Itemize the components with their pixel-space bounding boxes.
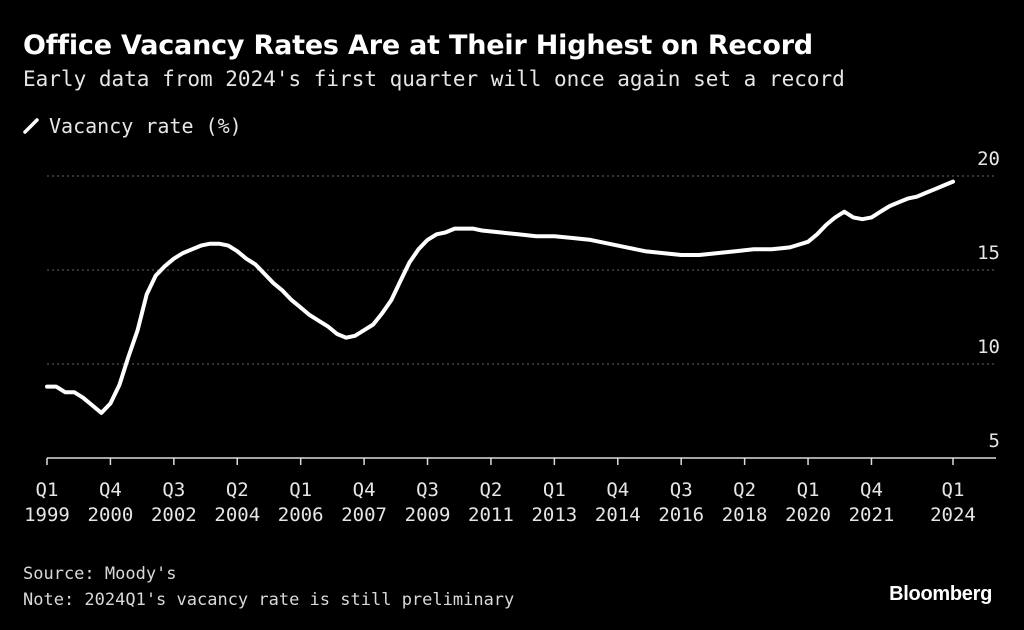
x-tick-quarter-label: Q2 xyxy=(479,479,502,501)
x-axis: Q1 1999 Q4 2000 Q3 2002 Q2 2004 Q1 2006 Q4 2007 Q3 20… xyxy=(24,457,996,526)
x-tick-year-label: 2020 xyxy=(785,504,831,526)
x-tick-quarter-label: Q3 xyxy=(162,479,185,501)
x-tick-year-label: 2011 xyxy=(468,504,514,526)
x-tick-year-label: 2009 xyxy=(405,504,451,526)
x-tick-quarter-label: Q4 xyxy=(606,479,629,501)
x-tick-year-label: 2000 xyxy=(88,504,134,526)
x-tick-year-label: 2021 xyxy=(849,504,895,526)
series-line-vacancy-rate xyxy=(45,179,955,415)
y-axis-labels: 5 10 15 20 xyxy=(977,148,1000,452)
x-tick-quarter-label: Q1 xyxy=(36,479,59,501)
legend-label: Vacancy rate (%) xyxy=(49,114,242,138)
series-layer xyxy=(45,179,955,415)
x-tick-quarter-label: Q4 xyxy=(99,479,122,501)
x-tick-year-label: 2006 xyxy=(278,504,324,526)
x-tick-quarter-label: Q4 xyxy=(860,479,883,501)
y-tick-label: 15 xyxy=(977,242,1000,264)
x-tick-year-label: 2024 xyxy=(930,504,976,526)
x-tick-year-label: 1999 xyxy=(24,504,70,526)
y-tick-label: 5 xyxy=(989,430,1000,452)
x-tick-quarter-label: Q1 xyxy=(797,479,820,501)
legend: Vacancy rate (%) xyxy=(23,114,242,138)
x-tick-quarter-label: Q1 xyxy=(543,479,566,501)
x-tick-quarter-label: Q1 xyxy=(942,479,965,501)
legend-line-icon xyxy=(23,118,39,134)
y-tick-label: 20 xyxy=(977,148,1000,170)
x-tick-quarter-label: Q2 xyxy=(226,479,249,501)
note-text: Note: 2024Q1's vacancy rate is still pre… xyxy=(23,590,515,610)
x-tick-quarter-label: Q3 xyxy=(416,479,439,501)
chart-subtitle: Early data from 2024's first quarter wil… xyxy=(23,67,845,91)
x-tick-quarter-label: Q2 xyxy=(733,479,756,501)
x-tick-quarter-label: Q4 xyxy=(353,479,376,501)
x-tick-year-label: 2004 xyxy=(214,504,260,526)
x-tick-year-label: 2007 xyxy=(341,504,387,526)
x-tick-year-label: 2002 xyxy=(151,504,197,526)
chart-title: Office Vacancy Rates Are at Their Highes… xyxy=(23,30,813,61)
y-tick-label: 10 xyxy=(977,336,1000,358)
gridlines xyxy=(47,175,996,365)
x-tick-year-label: 2016 xyxy=(658,504,704,526)
x-tick-quarter-label: Q3 xyxy=(670,479,693,501)
source-text: Source: Moody's xyxy=(23,564,177,584)
bloomberg-logo: Bloomberg xyxy=(889,583,992,605)
x-tick-quarter-label: Q1 xyxy=(289,479,312,501)
x-tick-year-label: 2014 xyxy=(595,504,641,526)
x-tick-year-label: 2013 xyxy=(531,504,577,526)
x-tick-year-label: 2018 xyxy=(722,504,768,526)
